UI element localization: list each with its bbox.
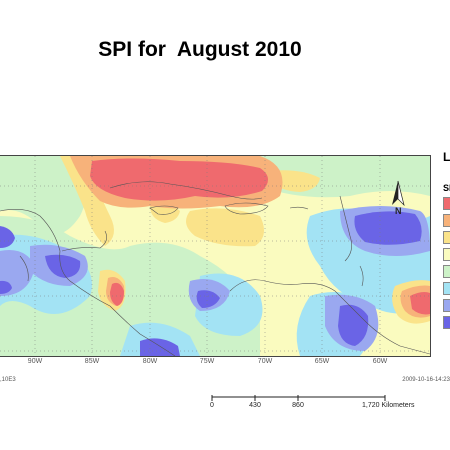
spi-patches: [0, 156, 430, 356]
legend-swatch: [443, 248, 450, 261]
longitude-label: 60W: [372, 358, 388, 365]
coastline: [229, 279, 430, 355]
legend-swatch: [443, 265, 450, 278]
spi-patch-very_dry: [110, 282, 124, 306]
scale-bar: [211, 395, 386, 401]
longitude-label: 70W: [257, 358, 273, 365]
longitude-label: 65W: [314, 358, 330, 365]
spi-patch-dry: [150, 204, 180, 223]
spi-patch-very_wet: [140, 338, 180, 356]
footer-date-text: 2009-10-16-14:23: [402, 377, 450, 383]
footer-left-text: ,10E3: [0, 377, 16, 383]
coastline: [339, 195, 352, 262]
legend-title: L: [443, 150, 450, 164]
coastline: [289, 206, 309, 210]
scale-label-0: 0: [210, 402, 214, 409]
map-title: SPI for August 2010: [98, 38, 302, 61]
legend-swatch: [443, 214, 450, 227]
spi-patch-very_dry: [410, 292, 430, 315]
longitude-label: 75W: [199, 358, 215, 365]
scale-label-860: 860: [292, 402, 304, 409]
spi-patch-dry: [270, 170, 320, 192]
spi-patch-very_wet: [0, 280, 12, 294]
north-arrow-icon: N: [392, 180, 405, 216]
legend-swatch: [443, 197, 450, 210]
longitude-label: 80W: [142, 358, 158, 365]
coastline: [359, 265, 364, 287]
north-arrow-label: N: [395, 206, 402, 216]
legend-swatch: [443, 282, 450, 295]
coastline: [109, 181, 263, 200]
spi-patch-near_normal: [0, 156, 87, 234]
coastline: [224, 202, 269, 215]
scale-label-1720: 1,720 Kilometers: [362, 402, 415, 409]
coastline: [149, 205, 179, 215]
longitude-label: 85W: [84, 358, 100, 365]
spi-patch-very_wet: [45, 254, 81, 278]
legend-swatch: [443, 231, 450, 244]
scale-label-430: 430: [249, 402, 261, 409]
spi-patch-very_wet: [196, 290, 220, 308]
spi-patch-very_wet: [338, 304, 369, 346]
coastlines: [0, 181, 430, 356]
spi-map-canvas: N: [0, 156, 430, 356]
coastline: [19, 255, 29, 282]
longitude-label: 90W: [27, 358, 43, 365]
spi-patch-very_dry: [90, 158, 269, 201]
coastline: [61, 230, 107, 252]
legend-subtitle: SI: [443, 183, 450, 193]
coastline: [0, 209, 176, 356]
spi-patch-very_wet: [0, 226, 15, 248]
spi-patch-dry: [186, 208, 264, 247]
graticule: [0, 156, 430, 356]
spi-patch-dry: [60, 156, 114, 246]
spi-map: N: [0, 155, 431, 357]
spi-patch-very_wet: [354, 211, 422, 245]
legend-swatch: [443, 316, 450, 329]
legend-swatch: [443, 299, 450, 312]
